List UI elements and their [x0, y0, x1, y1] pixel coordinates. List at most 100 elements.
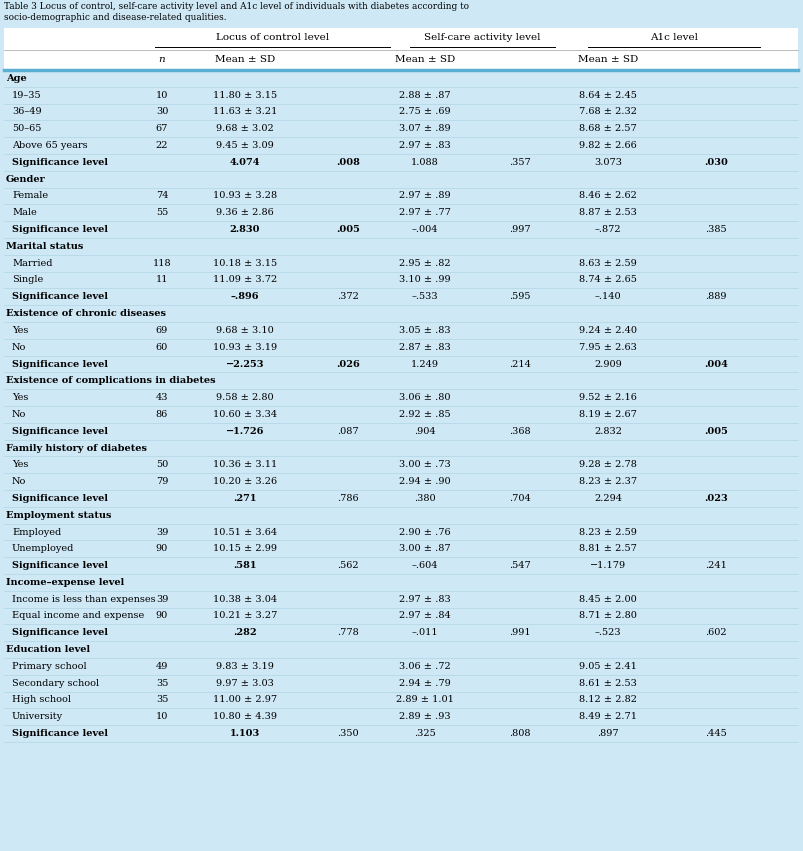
Bar	[4, 104, 797, 120]
Text: socio-demographic and disease-related qualities.: socio-demographic and disease-related qu…	[4, 13, 226, 22]
Text: 35: 35	[156, 679, 168, 688]
Text: 4.074: 4.074	[230, 158, 260, 167]
Bar	[4, 675, 797, 692]
Text: 35: 35	[156, 695, 168, 705]
Text: 10.15 ± 2.99: 10.15 ± 2.99	[213, 545, 277, 553]
Bar	[4, 137, 797, 154]
Text: .087: .087	[336, 426, 358, 436]
Bar	[4, 692, 797, 708]
Text: .004: .004	[703, 359, 727, 368]
Text: 8.23 ± 2.37: 8.23 ± 2.37	[578, 477, 636, 486]
Text: Marital status: Marital status	[6, 242, 84, 251]
Text: Yes: Yes	[12, 393, 28, 403]
Text: 8.12 ± 2.82: 8.12 ± 2.82	[578, 695, 636, 705]
Text: 8.46 ± 2.62: 8.46 ± 2.62	[578, 191, 636, 201]
Text: –.140: –.140	[594, 292, 621, 301]
Bar	[4, 406, 797, 423]
Bar	[4, 557, 797, 574]
Text: 2.75 ± .69: 2.75 ± .69	[399, 107, 450, 117]
Text: 9.68 ± 3.02: 9.68 ± 3.02	[216, 124, 274, 134]
Text: Single: Single	[12, 276, 43, 284]
Bar	[4, 540, 797, 557]
Text: 10: 10	[156, 91, 168, 100]
Bar	[4, 423, 797, 440]
Bar	[4, 708, 797, 725]
Bar	[4, 28, 797, 70]
Text: 10.93 ± 3.19: 10.93 ± 3.19	[213, 343, 277, 351]
Text: 2.294: 2.294	[593, 494, 622, 503]
Text: 90: 90	[156, 612, 168, 620]
Text: 22: 22	[156, 141, 168, 150]
Text: .704: .704	[508, 494, 530, 503]
Text: 9.45 ± 3.09: 9.45 ± 3.09	[216, 141, 274, 150]
Text: 10.51 ± 3.64: 10.51 ± 3.64	[213, 528, 277, 536]
Text: –.004: –.004	[411, 226, 438, 234]
Text: Female: Female	[12, 191, 48, 201]
Text: Significance level: Significance level	[12, 628, 108, 637]
Text: 10.20 ± 3.26: 10.20 ± 3.26	[213, 477, 277, 486]
Text: .808: .808	[508, 729, 530, 738]
Bar	[4, 322, 797, 339]
Text: .005: .005	[703, 426, 727, 436]
Text: 2.909: 2.909	[593, 359, 621, 368]
Text: .241: .241	[704, 561, 726, 570]
Text: Self-care activity level: Self-care activity level	[424, 33, 540, 43]
Text: .026: .026	[336, 359, 360, 368]
Bar	[4, 641, 797, 658]
Text: Married: Married	[12, 259, 52, 268]
Text: 3.10 ± .99: 3.10 ± .99	[399, 276, 450, 284]
Text: .778: .778	[336, 628, 358, 637]
Text: Gender: Gender	[6, 174, 46, 184]
Bar	[4, 440, 797, 456]
Text: 9.97 ± 3.03: 9.97 ± 3.03	[216, 679, 274, 688]
Text: 2.830: 2.830	[230, 226, 260, 234]
Text: 67: 67	[156, 124, 168, 134]
Text: 8.71 ± 2.80: 8.71 ± 2.80	[578, 612, 636, 620]
Text: 19–35: 19–35	[12, 91, 42, 100]
Bar	[4, 204, 797, 221]
Text: .282: .282	[233, 628, 256, 637]
Text: Significance level: Significance level	[12, 226, 108, 234]
Text: 2.95 ± .82: 2.95 ± .82	[399, 259, 450, 268]
Bar	[4, 456, 797, 473]
Text: 1.103: 1.103	[230, 729, 260, 738]
Text: 86: 86	[156, 410, 168, 419]
Text: Mean ± SD: Mean ± SD	[214, 55, 275, 65]
Text: 2.97 ± .84: 2.97 ± .84	[398, 612, 450, 620]
Text: –.011: –.011	[411, 628, 438, 637]
Text: Yes: Yes	[12, 460, 28, 469]
Text: 1.249: 1.249	[410, 359, 438, 368]
Bar	[4, 288, 797, 306]
Text: 2.97 ± .77: 2.97 ± .77	[398, 208, 450, 217]
Text: .023: .023	[703, 494, 727, 503]
Bar	[4, 490, 797, 507]
Text: 8.81 ± 2.57: 8.81 ± 2.57	[578, 545, 636, 553]
Text: Yes: Yes	[12, 326, 28, 335]
Text: 9.83 ± 3.19: 9.83 ± 3.19	[216, 662, 274, 671]
Text: 8.87 ± 2.53: 8.87 ± 2.53	[578, 208, 636, 217]
Text: 8.23 ± 2.59: 8.23 ± 2.59	[578, 528, 636, 536]
Text: 1.088: 1.088	[410, 158, 438, 167]
Bar	[4, 306, 797, 322]
Text: Employment status: Employment status	[6, 511, 112, 520]
Text: 43: 43	[156, 393, 168, 403]
Text: .445: .445	[704, 729, 726, 738]
Bar	[4, 507, 797, 523]
Text: A1c level: A1c level	[649, 33, 697, 43]
Text: 9.28 ± 2.78: 9.28 ± 2.78	[578, 460, 636, 469]
Text: 8.64 ± 2.45: 8.64 ± 2.45	[578, 91, 636, 100]
Text: .368: .368	[508, 426, 530, 436]
Text: .897: .897	[597, 729, 618, 738]
Text: 9.68 ± 3.10: 9.68 ± 3.10	[216, 326, 274, 335]
Text: Above 65 years: Above 65 years	[12, 141, 88, 150]
Text: 9.05 ± 2.41: 9.05 ± 2.41	[578, 662, 636, 671]
Text: No: No	[12, 410, 26, 419]
Bar	[4, 658, 797, 675]
Text: 10.93 ± 3.28: 10.93 ± 3.28	[213, 191, 277, 201]
Text: 2.92 ± .85: 2.92 ± .85	[399, 410, 450, 419]
Text: 10.21 ± 3.27: 10.21 ± 3.27	[213, 612, 277, 620]
Text: High school: High school	[12, 695, 71, 705]
Bar	[4, 608, 797, 625]
Text: Significance level: Significance level	[12, 359, 108, 368]
Text: .214: .214	[508, 359, 530, 368]
